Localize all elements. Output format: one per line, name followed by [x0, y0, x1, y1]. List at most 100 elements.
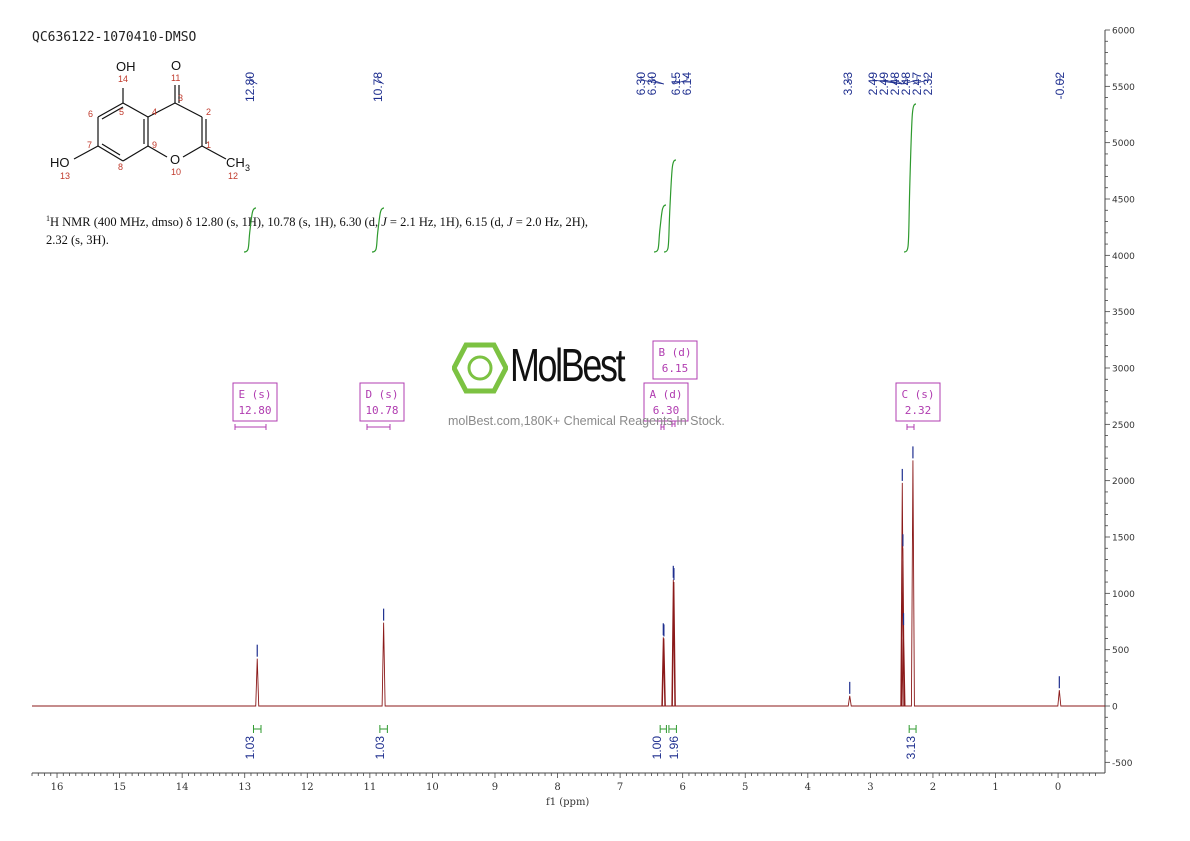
peak-label-leader [902, 76, 907, 85]
peak-label-leader [872, 76, 903, 85]
nmr-description: 1H NMR (400 MHz, dmso) δ 12.80 (s, 1H), … [46, 210, 606, 249]
label-2: 2 [206, 107, 211, 117]
x-tick-label: 9 [492, 782, 498, 793]
label-3: 3 [178, 93, 183, 103]
multiplet-box [232, 382, 278, 422]
label-6: 6 [88, 109, 93, 119]
label-14: 14 [118, 74, 128, 84]
y-tick-label: 1000 [1112, 590, 1135, 600]
y-tick-label: 5000 [1112, 139, 1135, 149]
x-tick-label: 11 [363, 782, 376, 793]
label-8: 8 [118, 162, 123, 172]
sample-id: QC636122-1070410-DMSO [32, 30, 197, 45]
label-ho: HO [50, 155, 70, 170]
x-tick-label: 6 [679, 782, 685, 793]
label-oh-top: OH [116, 59, 136, 74]
nmr-j2-rest: = 2.0 Hz, 2H), 2.32 (s, 3H). [46, 215, 589, 248]
nmr-j1: J [381, 215, 387, 230]
y-tick-label: 1500 [1112, 534, 1135, 544]
x-axis-label: f1 (ppm) [546, 797, 590, 808]
multiplet-title: B (d) [658, 346, 691, 359]
peak-label: 6.30 [645, 72, 659, 96]
peak-label-leader [249, 76, 258, 85]
watermark-tagline: molBest.com,180K+ Chemical Reagents In S… [448, 414, 725, 428]
x-tick-label: 4 [805, 782, 811, 793]
label-11: 11 [171, 73, 180, 83]
multiplet-box [895, 382, 941, 422]
integral-curve [243, 207, 257, 253]
molecule-structure: OH 14 O 11 6 5 4 3 2 7 9 1 HO 13 8 O 10 … [50, 58, 250, 181]
y-tick-label: 4500 [1112, 196, 1135, 206]
x-tick-label: 10 [426, 782, 439, 793]
x-tick-label: 16 [51, 782, 64, 793]
label-10: 10 [171, 167, 181, 177]
y-tick-label: 0 [1112, 703, 1118, 713]
y-tick-label: -500 [1112, 759, 1133, 769]
peak-label: 3.33 [841, 72, 855, 96]
label-ch3-sub: 3 [245, 163, 250, 173]
y-tick-label: 4000 [1112, 252, 1135, 262]
multiplet-box [652, 340, 698, 380]
peak-label: 2.47 [910, 72, 924, 96]
multiplet-title: D (s) [365, 388, 398, 401]
label-o-ring: O [170, 152, 180, 167]
spectrum-line [32, 460, 1105, 707]
y-tick-label: 500 [1112, 646, 1129, 656]
peak-label-leader [651, 76, 665, 85]
nmr-j2: J [507, 215, 513, 230]
integral-curve [653, 204, 667, 253]
peak-label-leader [903, 76, 918, 85]
peak-label-leader [673, 76, 688, 85]
x-tick-label: 1 [992, 782, 998, 793]
x-tick-label: 12 [301, 782, 314, 793]
x-tick-label: 15 [113, 782, 126, 793]
peak-label: 6.14 [680, 72, 694, 96]
y-tick-label: 3500 [1112, 308, 1135, 318]
x-tick-label: 8 [554, 782, 560, 793]
peak-label: 2.48 [888, 72, 902, 96]
nmr-desc-prefix: H NMR (400 MHz, dmso) δ 12.80 (s, 1H), 1… [50, 215, 382, 230]
x-tick-label: 14 [176, 782, 189, 793]
peak-label: 2.49 [866, 72, 880, 96]
multiplet-title: C (s) [901, 388, 934, 401]
peak-label-leader [847, 76, 851, 85]
peak-label: -0.02 [1053, 72, 1067, 100]
y-tick-label: 3000 [1112, 365, 1135, 375]
label-12: 12 [228, 171, 238, 181]
multiplet-shift: 10.78 [365, 404, 398, 417]
multiplet-shift: 6.15 [662, 362, 689, 375]
label-o-carbonyl: O [171, 58, 181, 73]
x-tick-label: 3 [867, 782, 873, 793]
x-tick-label: 13 [238, 782, 251, 793]
integral-label: 1.00 [650, 736, 664, 760]
integral-curve [663, 159, 677, 253]
peak-label: 12.80 [243, 72, 257, 102]
peak-label: 2.49 [877, 72, 891, 96]
x-tick-label: 5 [742, 782, 748, 793]
label-13: 13 [60, 171, 70, 181]
multiplet-title: E (s) [238, 388, 271, 401]
label-5: 5 [119, 107, 124, 117]
peak-label-leader [377, 76, 384, 85]
multiplet-shift: 12.80 [238, 404, 271, 417]
label-9: 9 [152, 140, 157, 150]
label-4: 4 [152, 107, 157, 117]
integral-label: 1.03 [373, 736, 387, 760]
multiplet-box [643, 382, 689, 422]
peak-label-leader [912, 76, 929, 85]
label-ch: CH [226, 155, 245, 170]
peak-label-leader [894, 76, 904, 85]
y-tick-label: 6000 [1112, 27, 1135, 37]
peak-label: 6.30 [634, 72, 648, 96]
label-1: 1 [206, 140, 211, 150]
y-tick-label: 5500 [1112, 83, 1135, 93]
peak-label-leader [640, 76, 664, 85]
x-tick-label: 7 [617, 782, 623, 793]
y-tick-label: 2000 [1112, 477, 1135, 487]
multiplet-box [359, 382, 405, 422]
label-7: 7 [87, 140, 92, 150]
integral-label: 3.13 [904, 736, 918, 760]
integral-curve [903, 103, 917, 253]
x-tick-label: 2 [930, 782, 936, 793]
